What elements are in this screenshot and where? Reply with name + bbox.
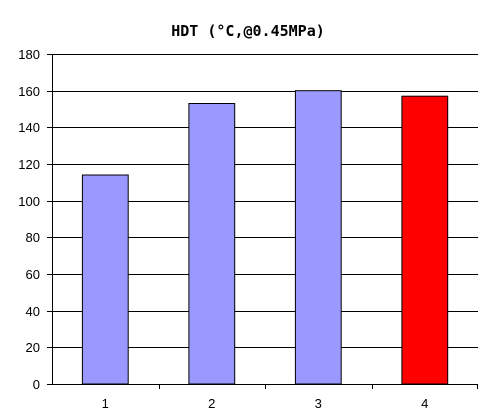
bar-1: [81, 174, 129, 385]
chart-title: HDT (°C,@0.45MPa): [171, 22, 325, 40]
y-tick-label-60: 60: [26, 267, 40, 282]
y-tick-label-20: 20: [26, 340, 40, 355]
bar-3: [294, 90, 342, 385]
axes: [47, 54, 478, 389]
x-tick-label-1: 1: [102, 396, 109, 411]
x-tick-labels: 1 2 3 4: [102, 396, 429, 411]
x-tick-label-2: 2: [208, 396, 215, 411]
y-tick-label-40: 40: [26, 304, 40, 319]
x-tick-label-4: 4: [421, 396, 428, 411]
y-tick-label-100: 100: [18, 194, 40, 209]
y-tick-label-80: 80: [26, 230, 40, 245]
y-tick-labels: 0 20 40 60 80 100 120 140 160 180: [18, 47, 40, 392]
y-tick-label-160: 160: [18, 84, 40, 99]
bars: [81, 90, 449, 385]
y-tick-label-120: 120: [18, 157, 40, 172]
x-tick-label-3: 3: [315, 396, 322, 411]
bar-2: [188, 103, 236, 385]
y-tick-label-180: 180: [18, 47, 40, 62]
bar-4: [401, 95, 449, 385]
y-tick-label-0: 0: [33, 377, 40, 392]
y-tick-label-140: 140: [18, 120, 40, 135]
